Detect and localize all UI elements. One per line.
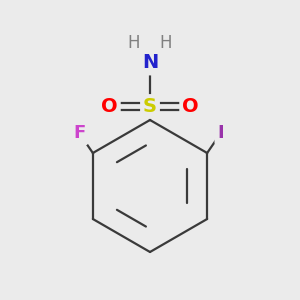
Text: H: H xyxy=(128,34,140,52)
Text: O: O xyxy=(182,97,199,116)
Text: O: O xyxy=(101,97,118,116)
Text: I: I xyxy=(217,124,224,142)
Text: S: S xyxy=(143,97,157,116)
Text: H: H xyxy=(160,34,172,52)
Text: N: N xyxy=(142,53,158,73)
Text: F: F xyxy=(74,124,86,142)
